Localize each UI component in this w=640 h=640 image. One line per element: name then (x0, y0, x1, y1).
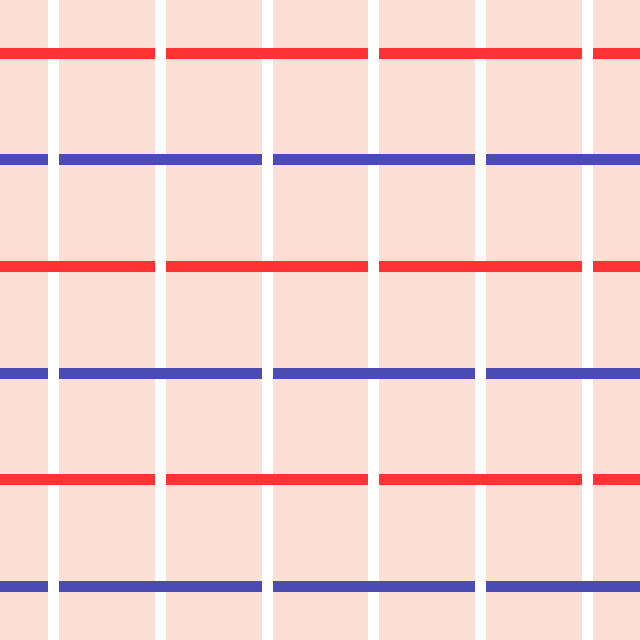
gap (475, 580, 486, 593)
red-stripes (0, 48, 640, 485)
gap (475, 153, 486, 166)
vertical-line (262, 0, 273, 640)
gap (48, 367, 59, 380)
vertical-lines (48, 0, 593, 640)
gap (582, 473, 593, 486)
vertical-line (48, 0, 59, 640)
gap (368, 260, 379, 273)
blue-stripe (0, 368, 640, 379)
gap (475, 367, 486, 380)
crossing-gaps (48, 47, 593, 593)
red-stripe (0, 474, 640, 485)
gap (368, 47, 379, 60)
gap (368, 473, 379, 486)
blue-stripes (0, 154, 640, 592)
gap (262, 153, 273, 166)
gap (155, 473, 166, 486)
gap (155, 260, 166, 273)
gap (48, 580, 59, 593)
vertical-line (368, 0, 379, 640)
vertical-line (582, 0, 593, 640)
gap (262, 580, 273, 593)
vertical-line (155, 0, 166, 640)
gap (582, 260, 593, 273)
gap (262, 367, 273, 380)
vertical-line (475, 0, 486, 640)
blue-stripe (0, 154, 640, 165)
red-stripe (0, 48, 640, 59)
blue-stripe (0, 581, 640, 592)
gap (48, 153, 59, 166)
gap (582, 47, 593, 60)
gap (155, 47, 166, 60)
red-stripe (0, 261, 640, 272)
